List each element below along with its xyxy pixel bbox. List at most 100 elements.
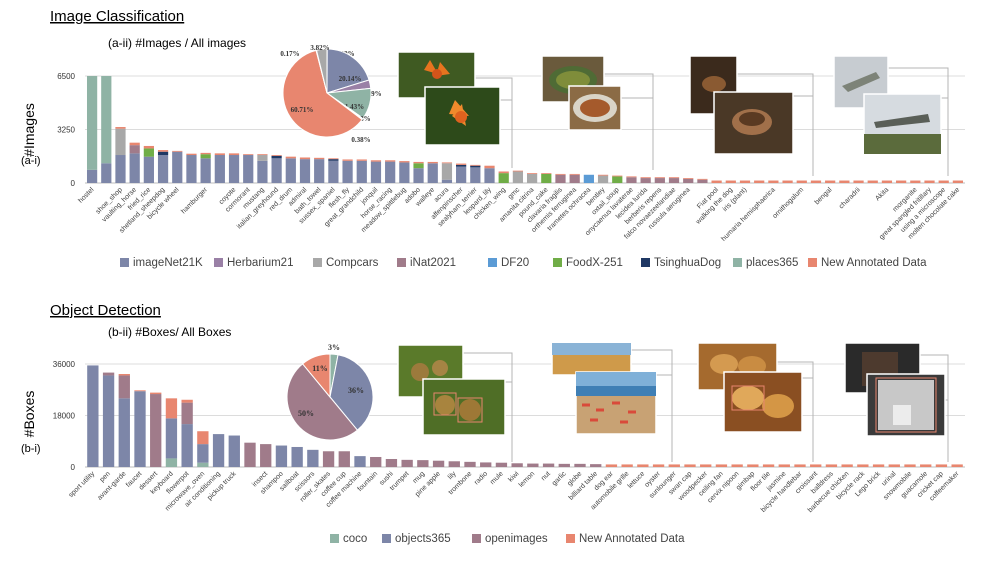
legend-label: Herbarium21 xyxy=(227,257,293,269)
x-tick-label: lettuce xyxy=(627,470,647,490)
bar-segment xyxy=(896,180,907,183)
pie-slice-label: 3.82% xyxy=(310,44,329,52)
legend-swatch xyxy=(641,258,650,267)
bar-segment xyxy=(197,462,209,467)
bar-segment xyxy=(512,171,524,183)
pie-slice-label: 11% xyxy=(312,364,328,373)
bar-segment xyxy=(134,391,146,467)
classification-legend: imageNet21K Herbarium21 Compcars iNat2021 DF… xyxy=(120,257,927,269)
bar-segment xyxy=(307,449,319,467)
bar-segment xyxy=(413,161,424,164)
bar-segment xyxy=(285,156,296,159)
x-tick-label: nut xyxy=(540,470,552,482)
bar-segment xyxy=(157,155,169,183)
classification-title: Image Classification xyxy=(50,8,184,25)
bar-segment xyxy=(200,154,211,159)
bar-segment xyxy=(739,180,751,183)
x-tick-label: garlic xyxy=(551,470,568,487)
bar-segment xyxy=(668,177,680,179)
bar-segment xyxy=(684,464,696,467)
bar-segment xyxy=(165,458,178,467)
legend-swatch xyxy=(488,258,497,267)
bar-segment xyxy=(569,174,580,183)
pie-slice xyxy=(282,49,363,138)
bar-segment xyxy=(711,180,722,183)
bar-segment xyxy=(243,155,254,183)
bar-segment xyxy=(413,168,424,183)
legend-label: objects365 xyxy=(395,533,451,545)
bar-segment xyxy=(881,180,893,183)
detection-panel-label: (b-i) xyxy=(21,443,41,455)
bar-segment xyxy=(165,398,178,419)
bar-segment xyxy=(574,463,586,467)
bar-segment xyxy=(102,372,115,376)
bar-segment xyxy=(427,161,438,164)
bar-segment xyxy=(768,180,779,183)
pie-slice-label: 3% xyxy=(328,343,340,352)
bar-segment xyxy=(654,177,665,179)
bar-segment xyxy=(399,162,410,183)
bar-segment xyxy=(342,159,353,161)
bar-segment xyxy=(590,464,602,467)
bar-segment xyxy=(541,173,552,183)
bar-segment xyxy=(417,460,429,467)
bar-segment xyxy=(427,163,438,183)
bar-segment xyxy=(731,464,743,467)
bar-segment xyxy=(498,171,509,174)
bar-segment xyxy=(495,462,508,467)
bar-segment xyxy=(762,464,775,467)
photo-croissant-2 xyxy=(723,371,803,433)
bar-segment xyxy=(924,180,935,183)
bar-segment xyxy=(115,127,126,129)
bar-segment xyxy=(810,180,822,183)
classification-xlabels: hostel shoe_shopvaulting_horsefried_rices… xyxy=(77,186,961,243)
bar-segment xyxy=(401,459,413,467)
bar-segment xyxy=(228,153,240,156)
bar-segment xyxy=(456,164,467,167)
x-tick-label: hostel xyxy=(77,186,95,204)
bar-segment xyxy=(157,150,169,152)
classification-pie-title: (a-ii) #Images / All images xyxy=(108,36,246,50)
legend-swatch xyxy=(808,258,817,267)
bar-segment xyxy=(129,142,140,146)
classification-panel-label: (a-i) xyxy=(21,155,41,167)
legend-label: New Annotated Data xyxy=(579,533,685,545)
legend-label: openimages xyxy=(485,533,548,545)
bar-segment xyxy=(910,180,921,183)
bar-segment xyxy=(754,180,765,183)
pie-slice xyxy=(315,48,328,94)
bar-segment xyxy=(920,464,932,467)
bar-segment xyxy=(527,463,539,467)
bar-segment xyxy=(725,180,736,183)
legend-label: places365 xyxy=(746,257,798,269)
bar-segment xyxy=(143,145,154,149)
legend-swatch xyxy=(566,534,575,543)
bar-segment xyxy=(654,178,665,183)
legend-swatch xyxy=(214,258,223,267)
y-tick-label: 0 xyxy=(71,179,76,188)
bar-segment xyxy=(181,402,193,425)
detection-pie: 3% 36% 50% 11% xyxy=(286,343,374,441)
bar-segment xyxy=(118,375,130,399)
bar-segment xyxy=(668,464,680,467)
bar-segment xyxy=(271,155,282,156)
bar-segment xyxy=(200,158,211,183)
legend-label: DF20 xyxy=(501,257,529,269)
bar-segment xyxy=(715,464,728,467)
photo-coffee-2 xyxy=(866,373,946,437)
bar-segment xyxy=(951,464,963,467)
bar-segment xyxy=(512,170,524,172)
bar-segment xyxy=(542,463,555,467)
bar-segment xyxy=(470,164,481,166)
bar-segment xyxy=(314,159,325,183)
detection-bars xyxy=(87,365,963,467)
bar-segment xyxy=(825,464,838,467)
bar-segment xyxy=(356,160,367,183)
bar-segment xyxy=(228,435,240,467)
x-tick-label: charadrii xyxy=(838,186,862,210)
legend-swatch xyxy=(330,534,339,543)
bar-segment xyxy=(87,365,99,467)
bar-segment xyxy=(172,150,183,152)
bar-segment xyxy=(456,166,467,183)
bar-segment xyxy=(441,162,453,164)
